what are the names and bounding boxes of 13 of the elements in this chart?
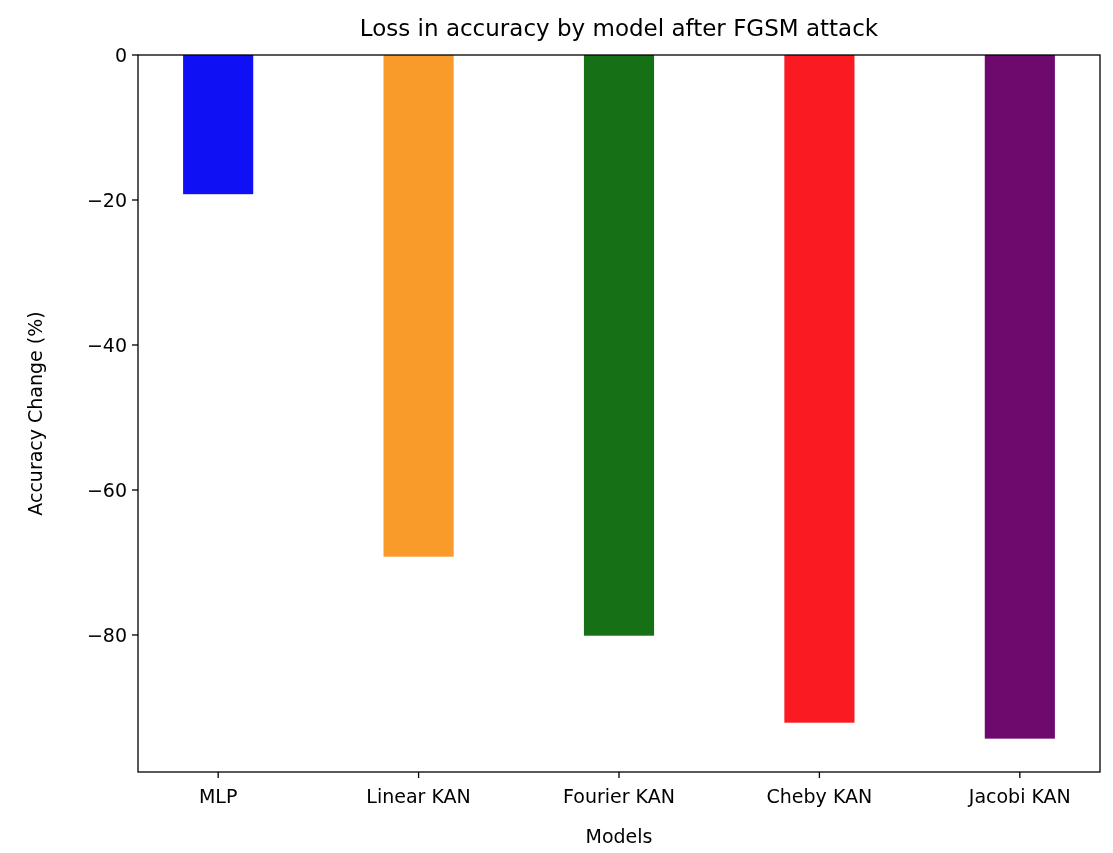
y-tick-label: −80	[86, 623, 127, 646]
y-tick-label: 0	[114, 43, 127, 66]
x-tick-label: Jacobi KAN	[967, 785, 1071, 807]
y-tick-label: −40	[86, 333, 127, 356]
y-axis-title: Accuracy Change (%)	[24, 311, 46, 516]
y-tick-label: −60	[86, 478, 127, 501]
x-axis-title: Models	[585, 825, 653, 847]
x-tick-label: Cheby KAN	[766, 785, 873, 807]
x-tick-label: Linear KAN	[366, 785, 471, 807]
y-tick-label: −20	[86, 188, 127, 211]
chart-title: Loss in accuracy by model after FGSM attack	[359, 15, 879, 41]
x-tick-label: MLP	[198, 785, 238, 807]
x-tick-label: Fourier KAN	[563, 785, 675, 807]
